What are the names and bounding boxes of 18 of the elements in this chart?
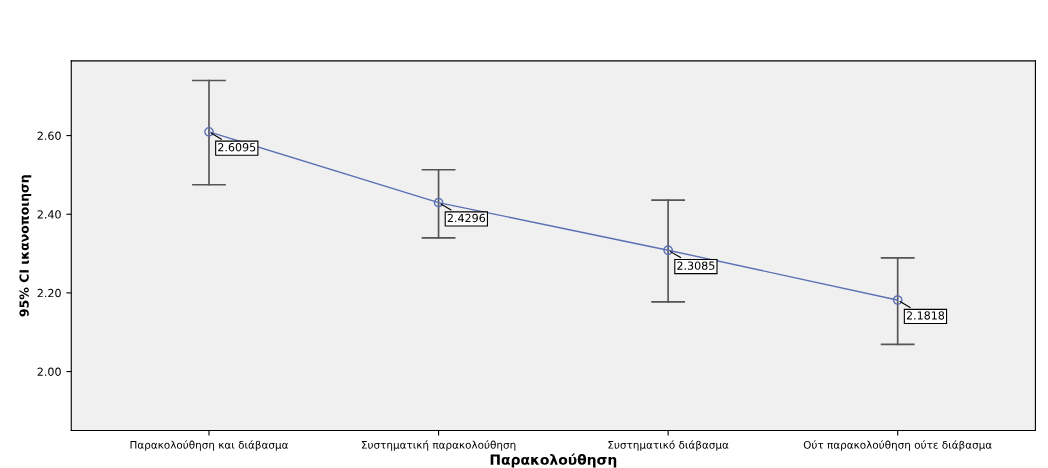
y-tick-label: 2.60 (37, 131, 61, 140)
y-tick-label: 2.00 (37, 367, 61, 376)
data-label: 2.3085 (677, 261, 715, 270)
point (892, 295, 903, 305)
y-tick-label: 2.40 (37, 210, 61, 219)
x-tick-label: Συστηματική παρακολούθηση (361, 440, 516, 451)
y-axis-title: 95% CI ικανοποιηση (19, 175, 32, 317)
data-label: 2.6095 (218, 143, 256, 152)
point (433, 197, 444, 208)
data-label: 2.4296 (447, 213, 486, 223)
x-tick-label: Συστηματικό διάβασμα (608, 440, 729, 451)
x-axis-title: Παρακολούθηση (490, 453, 617, 468)
y-tick-label: 2.20 (37, 288, 61, 298)
x-tick-label: Παρακολούθηση και διάβασμα (130, 440, 288, 451)
point (204, 126, 214, 137)
x-tick-label: Ούτ παρακολούθηση ούτε διάβασμα (803, 440, 992, 451)
data-label: 2.1818 (906, 311, 945, 320)
point (663, 245, 673, 256)
